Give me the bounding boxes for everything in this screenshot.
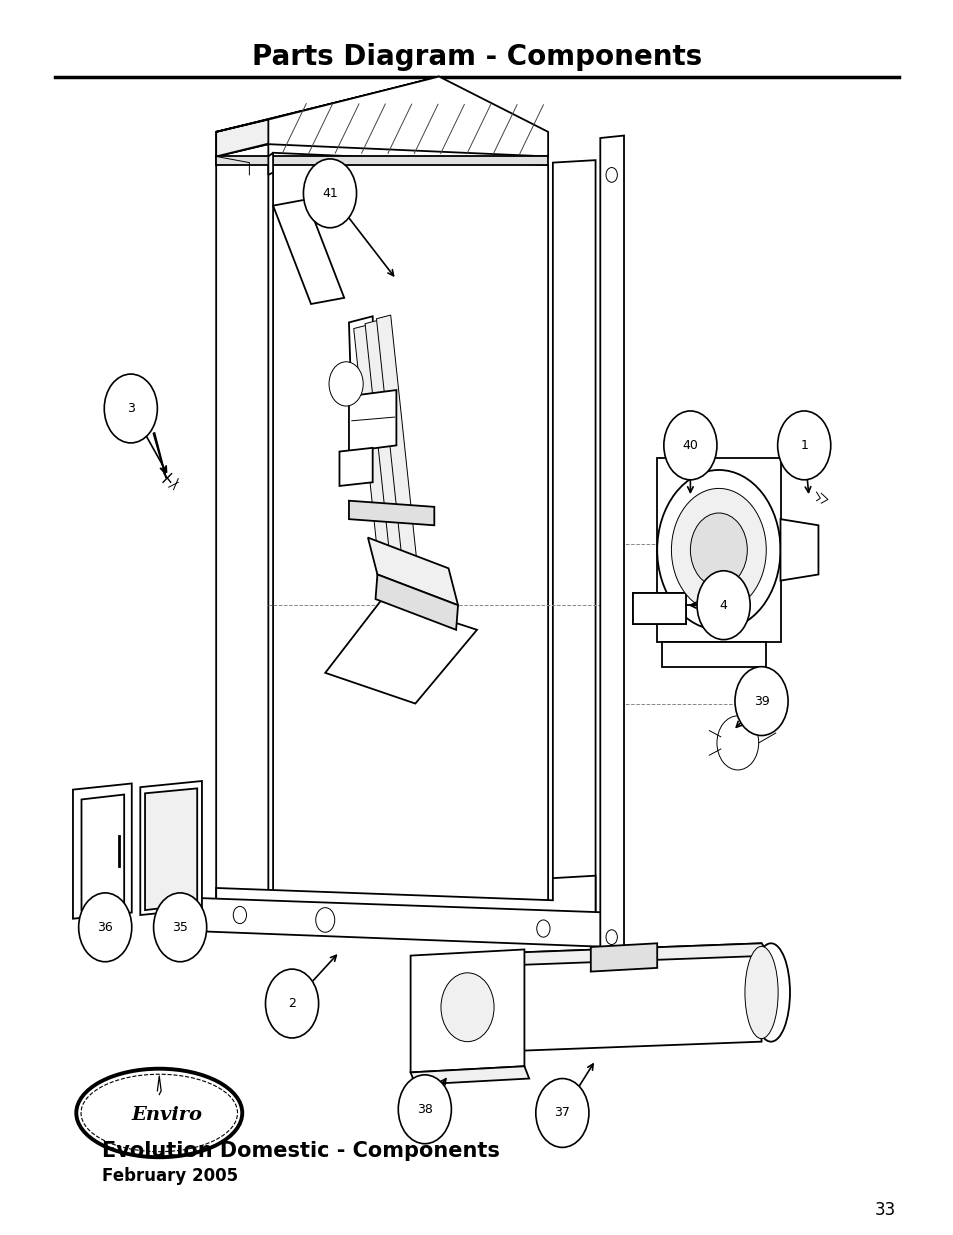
Polygon shape: [81, 794, 124, 910]
Text: 33: 33: [873, 1202, 895, 1219]
Polygon shape: [410, 1066, 529, 1084]
Circle shape: [777, 411, 830, 480]
Polygon shape: [273, 153, 548, 927]
Polygon shape: [72, 783, 132, 919]
Text: 38: 38: [416, 1103, 433, 1115]
Ellipse shape: [76, 1068, 242, 1157]
Circle shape: [315, 908, 335, 932]
Polygon shape: [434, 944, 760, 1053]
Circle shape: [233, 906, 246, 924]
Text: 35: 35: [172, 921, 188, 934]
Polygon shape: [657, 458, 780, 642]
Polygon shape: [661, 642, 765, 667]
Circle shape: [397, 1074, 451, 1144]
Circle shape: [690, 513, 746, 587]
Polygon shape: [268, 153, 273, 175]
Text: 39: 39: [753, 694, 769, 708]
Text: 36: 36: [97, 921, 113, 934]
Circle shape: [537, 920, 550, 937]
Ellipse shape: [751, 944, 789, 1041]
Polygon shape: [375, 574, 457, 630]
Polygon shape: [553, 161, 595, 937]
Circle shape: [303, 159, 356, 227]
Circle shape: [536, 1078, 588, 1147]
Polygon shape: [216, 876, 595, 937]
Polygon shape: [410, 950, 524, 1072]
Polygon shape: [365, 320, 407, 592]
Text: February 2005: February 2005: [102, 1167, 238, 1186]
Polygon shape: [633, 593, 685, 624]
Ellipse shape: [420, 965, 447, 1045]
Polygon shape: [216, 77, 438, 132]
Circle shape: [605, 930, 617, 945]
Text: 37: 37: [554, 1107, 570, 1119]
Circle shape: [717, 716, 758, 769]
Text: 2: 2: [288, 997, 295, 1010]
Text: 41: 41: [322, 186, 337, 200]
Text: Parts Diagram - Components: Parts Diagram - Components: [252, 43, 701, 70]
Polygon shape: [325, 599, 476, 704]
Circle shape: [104, 374, 157, 443]
Polygon shape: [780, 519, 818, 580]
Polygon shape: [216, 89, 392, 157]
Circle shape: [78, 893, 132, 962]
Polygon shape: [599, 136, 623, 968]
Ellipse shape: [744, 946, 778, 1039]
Text: Enviro: Enviro: [132, 1107, 202, 1124]
Polygon shape: [354, 325, 395, 597]
Text: 40: 40: [681, 438, 698, 452]
Circle shape: [734, 667, 787, 736]
Polygon shape: [216, 157, 548, 165]
Polygon shape: [140, 781, 202, 915]
Polygon shape: [349, 390, 395, 452]
Polygon shape: [268, 77, 548, 157]
Circle shape: [329, 362, 363, 406]
Polygon shape: [145, 788, 197, 910]
Circle shape: [605, 168, 617, 183]
Polygon shape: [590, 944, 657, 972]
Text: 1: 1: [800, 438, 807, 452]
Circle shape: [671, 488, 765, 611]
Circle shape: [153, 893, 207, 962]
Text: Evolution Domestic - Components: Evolution Domestic - Components: [102, 1141, 499, 1161]
Polygon shape: [216, 120, 268, 157]
Polygon shape: [193, 898, 609, 947]
Polygon shape: [376, 315, 418, 587]
Circle shape: [663, 411, 717, 480]
Circle shape: [440, 973, 494, 1041]
Circle shape: [265, 969, 318, 1037]
Polygon shape: [349, 316, 377, 477]
Polygon shape: [349, 500, 434, 525]
Text: 4: 4: [719, 599, 727, 611]
Circle shape: [697, 571, 749, 640]
Circle shape: [657, 471, 780, 630]
Text: 3: 3: [127, 403, 134, 415]
Polygon shape: [216, 144, 268, 925]
Polygon shape: [339, 448, 373, 485]
Polygon shape: [273, 200, 344, 304]
Polygon shape: [434, 944, 770, 968]
Polygon shape: [368, 537, 457, 605]
Polygon shape: [633, 593, 685, 624]
